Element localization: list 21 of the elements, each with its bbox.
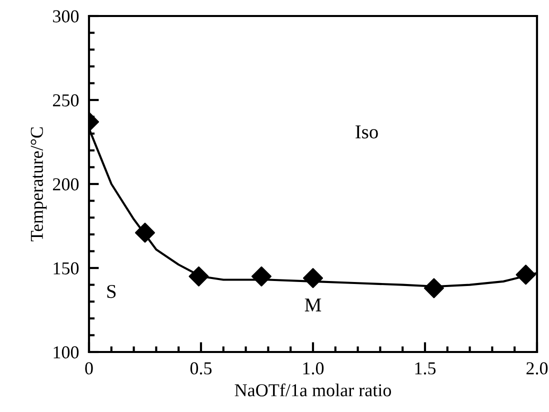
x-tick-label: 1.5 (415, 362, 436, 375)
point (302, 268, 324, 288)
point (424, 278, 444, 298)
y-axis-title: Temperature/°C (30, 127, 47, 242)
point (188, 266, 209, 286)
x-axis-title: NaOTf/1a molar ratio (234, 383, 392, 396)
y-tick-label: 200 (52, 178, 79, 190)
point (251, 266, 272, 286)
x-tick-label: 2.0 (526, 362, 548, 375)
annotation: S (107, 285, 116, 298)
x-tick-label: 1.0 (303, 362, 324, 375)
annotation: M (304, 298, 322, 312)
y-tick-label: 150 (54, 262, 79, 274)
point (516, 264, 536, 285)
x-tick-label: 0 (85, 362, 93, 374)
y-tick-label: 250 (52, 94, 79, 106)
y-tick-label: 100 (54, 346, 79, 358)
x-tick-label: 0.5 (190, 362, 212, 375)
y-tick-label: 300 (53, 10, 79, 22)
point (134, 222, 156, 243)
annotation: Iso (356, 126, 378, 138)
